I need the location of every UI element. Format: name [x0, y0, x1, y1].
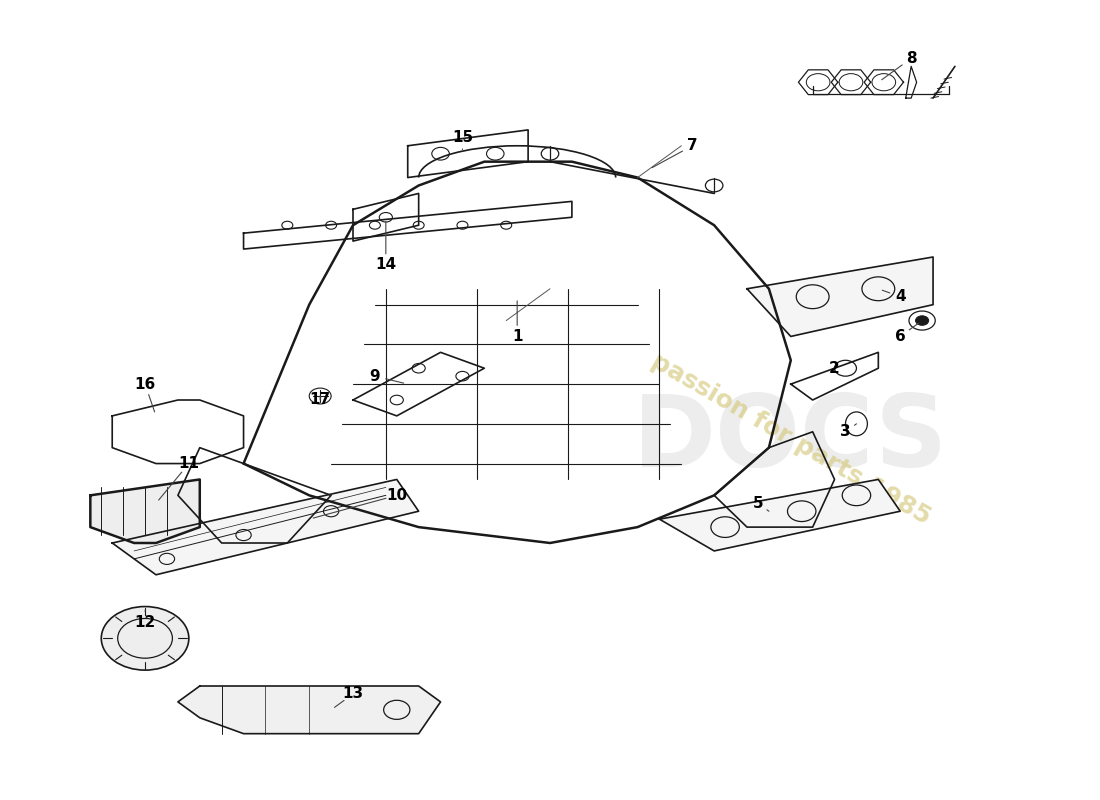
Circle shape: [915, 316, 928, 326]
Text: 16: 16: [134, 377, 156, 392]
Polygon shape: [659, 479, 900, 551]
Text: 6: 6: [894, 329, 905, 344]
Text: 17: 17: [309, 393, 331, 407]
Text: 13: 13: [342, 686, 364, 702]
Text: 15: 15: [452, 130, 473, 146]
Circle shape: [101, 606, 189, 670]
Polygon shape: [178, 686, 441, 734]
Text: 10: 10: [386, 488, 407, 503]
Text: 2: 2: [829, 361, 840, 376]
Text: passion for parts 1985: passion for parts 1985: [647, 350, 935, 530]
Text: 1: 1: [512, 329, 522, 344]
Polygon shape: [112, 479, 419, 574]
Text: 8: 8: [906, 51, 916, 66]
Text: 11: 11: [178, 456, 199, 471]
Text: 5: 5: [752, 496, 763, 510]
Text: DOCS: DOCS: [634, 391, 948, 488]
Text: 7: 7: [688, 138, 697, 154]
Polygon shape: [747, 257, 933, 337]
Circle shape: [118, 618, 173, 658]
Text: 4: 4: [895, 290, 905, 304]
Text: 9: 9: [370, 369, 381, 384]
Polygon shape: [90, 479, 200, 543]
Text: 12: 12: [134, 615, 156, 630]
Text: 14: 14: [375, 258, 396, 273]
Text: 3: 3: [840, 424, 850, 439]
